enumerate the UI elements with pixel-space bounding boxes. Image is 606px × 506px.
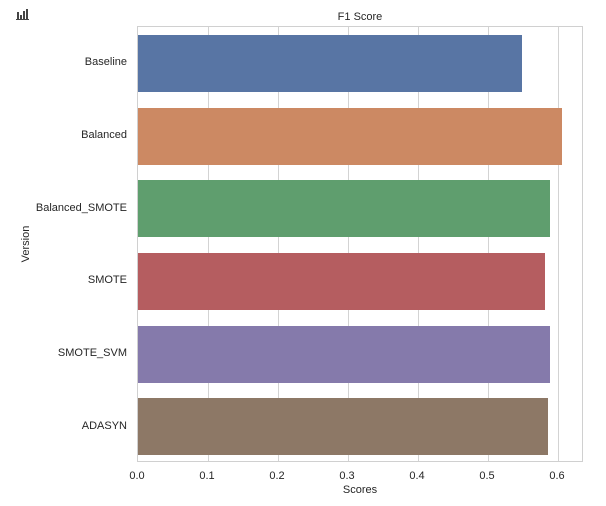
y-tick-label: ADASYN	[81, 419, 127, 432]
bar-chart-icon[interactable]	[16, 9, 29, 20]
bar-smote-svm	[138, 325, 550, 383]
y-tick-label: Baseline	[84, 56, 127, 69]
gridline	[348, 27, 349, 461]
plot-area	[137, 26, 583, 462]
x-axis-label: Scores	[342, 484, 378, 496]
x-tick-label: 0.2	[269, 470, 285, 482]
x-tick-label: 0.3	[339, 470, 355, 482]
x-tick-label: 0.6	[549, 470, 565, 482]
x-tick-label: 0.4	[409, 470, 425, 482]
x-tick-label: 0.5	[479, 470, 495, 482]
x-tick-label: 0.1	[199, 470, 215, 482]
bar-baseline	[138, 34, 523, 92]
y-tick-label: SMOTE	[87, 274, 127, 287]
gridline	[208, 27, 209, 461]
y-tick-label: SMOTE_SVM	[57, 347, 127, 359]
bar-balanced	[138, 107, 563, 165]
gridline	[488, 27, 489, 461]
y-tick-label: Balanced_SMOTE	[35, 201, 127, 214]
bar-balanced-smote	[138, 180, 551, 238]
gridline	[558, 27, 559, 461]
bar-smote	[138, 252, 546, 310]
gridline	[278, 27, 279, 461]
chart-title: F1 Score	[337, 11, 383, 23]
gridline	[418, 27, 419, 461]
y-tick-label: Balanced	[81, 129, 127, 141]
x-tick-label: 0.0	[129, 470, 145, 482]
y-axis-label: Version	[20, 225, 32, 263]
bar-adasyn	[138, 398, 549, 456]
